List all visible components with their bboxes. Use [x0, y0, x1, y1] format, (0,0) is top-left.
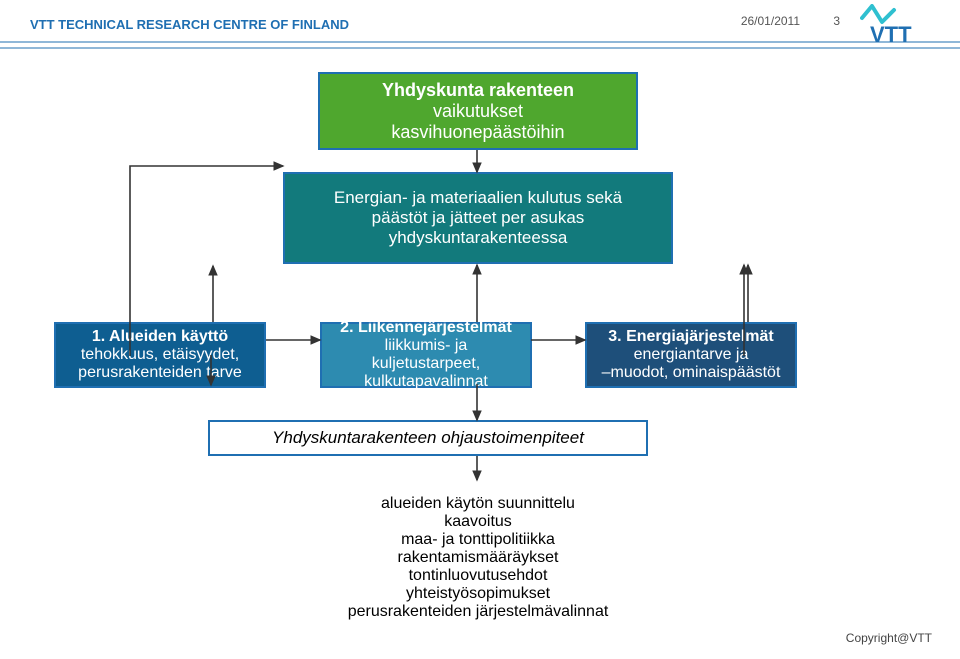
factor-box-2: 2. Liikennejärjestelmät liikkumis- ja ku…	[320, 322, 532, 388]
title-box-line1: Yhdyskunta rakenteen	[382, 80, 574, 101]
factor2-sub1: liikkumis- ja kuljetustarpeet,	[332, 337, 520, 373]
factor2-sub2: kulkutapavalinnat	[364, 373, 488, 391]
instruments-label: Yhdyskuntarakenteen ohjaustoimenpiteet	[272, 428, 584, 448]
org-name: VTT TECHNICAL RESEARCH CENTRE OF FINLAND	[30, 17, 349, 32]
slide-date: 26/01/2011	[741, 14, 800, 28]
list-item-2: kaavoitus	[444, 513, 512, 531]
impact-line1: Energian- ja materiaalien kulutus sekä	[334, 188, 622, 208]
impact-box: Energian- ja materiaalien kulutus sekä p…	[283, 172, 673, 264]
list-item-5: tontinluovutusehdot	[409, 567, 548, 585]
factor1-title: 1. Alueiden käyttö	[92, 328, 228, 346]
factor3-sub1: energiantarve ja	[634, 346, 749, 364]
list-item-3: maa- ja tonttipolitiikka	[401, 531, 555, 549]
header-separator	[0, 40, 960, 52]
slide-root: VTT TECHNICAL RESEARCH CENTRE OF FINLAND…	[0, 0, 960, 659]
copyright-text: Copyright@VTT	[846, 631, 932, 645]
title-box-line3: kasvihuonepäästöihin	[391, 122, 564, 143]
factor3-sub2: –muodot, ominaispäästöt	[602, 364, 781, 382]
factor3-title: 3. Energiajärjestelmät	[608, 328, 773, 346]
title-box-line2: vaikutukset	[433, 101, 523, 122]
list-item-1: alueiden käytön suunnittelu	[381, 495, 575, 513]
list-item-6: yhteistyösopimukset	[406, 585, 550, 603]
factor-box-1: 1. Alueiden käyttö tehokkuus, etäisyydet…	[54, 322, 266, 388]
impact-line2: päästöt ja jätteet per asukas	[372, 208, 585, 228]
factor2-title: 2. Liikennejärjestelmät	[340, 319, 512, 337]
factor1-sub2: perusrakenteiden tarve	[78, 364, 242, 382]
impact-line3: yhdyskuntarakenteessa	[389, 228, 568, 248]
slide-page-number: 3	[833, 14, 840, 28]
instruments-box: Yhdyskuntarakenteen ohjaustoimenpiteet	[208, 420, 648, 456]
factor1-sub1: tehokkuus, etäisyydet,	[81, 346, 239, 364]
factor-box-3: 3. Energiajärjestelmät energiantarve ja …	[585, 322, 797, 388]
list-item-4: rakentamismääräykset	[398, 549, 559, 567]
list-item-7: perusrakenteiden järjestelmävalinnat	[348, 603, 609, 621]
instruments-list: alueiden käytön suunnittelu kaavoitus ma…	[268, 478, 688, 638]
title-box: Yhdyskunta rakenteen vaikutukset kasvihu…	[318, 72, 638, 150]
